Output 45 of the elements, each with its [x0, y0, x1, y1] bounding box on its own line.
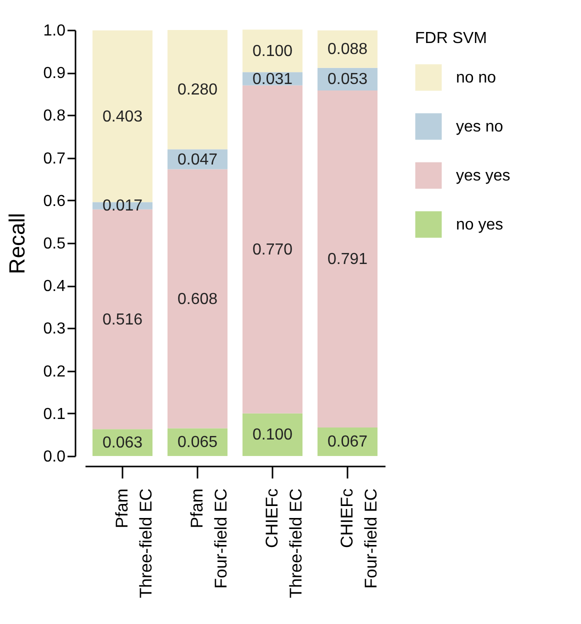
y-tick-label: 0.3: [43, 320, 66, 338]
bar: [242, 30, 302, 72]
bar: [318, 90, 378, 428]
data-label: 0.053: [327, 71, 368, 88]
x-tick-label: CHIEFc Three-field EC: [262, 488, 306, 598]
data-label: 0.100: [252, 426, 293, 444]
data-label: 0.280: [177, 82, 218, 99]
y-tick-label: 1.0: [43, 22, 66, 40]
data-label: 0.063: [102, 434, 143, 452]
y-tick-label: 0.1: [43, 406, 66, 423]
y-tick-label: 0.9: [43, 65, 66, 82]
data-label: 0.017: [102, 198, 143, 215]
x-tick-label: Pfam Four-field EC: [188, 488, 230, 589]
y-tick-label: 0.0: [43, 448, 66, 466]
legend-label: no yes: [456, 216, 504, 234]
y-tick-label: 0.7: [43, 150, 66, 168]
legend-label: yes yes: [456, 168, 510, 184]
bar: [168, 30, 228, 150]
data-label: 0.088: [327, 41, 368, 58]
data-label: 0.065: [177, 434, 218, 452]
x-tick-label: Pfam Three-field EC: [112, 488, 156, 598]
bar: [242, 413, 302, 456]
legend-label: no no: [456, 70, 496, 86]
y-tick-label: 0.2: [43, 363, 66, 380]
data-label: 0.067: [327, 434, 368, 451]
legend-label: yes no: [456, 118, 504, 136]
y-tick-label: 0.6: [43, 192, 66, 210]
data-label: 0.100: [252, 42, 293, 60]
bar: [168, 169, 228, 428]
x-tick-label: CHIEFc Four-field EC: [338, 488, 380, 589]
y-tick-label: 0.8: [43, 108, 66, 125]
bar: [92, 209, 152, 430]
data-label: 0.403: [102, 108, 143, 126]
data-label: 0.791: [327, 250, 368, 268]
legend-title: FDR SVM: [415, 30, 487, 47]
data-label: 0.047: [177, 151, 218, 168]
y-tick-label: 0.4: [43, 278, 66, 296]
y-tick-label: 0.5: [43, 236, 66, 252]
data-label: 0.516: [102, 311, 143, 328]
data-label: 0.031: [252, 70, 293, 88]
data-label: 0.608: [177, 290, 218, 308]
bar: [318, 30, 378, 68]
y-axis-title: Recall: [4, 212, 30, 274]
data-label: 0.770: [252, 241, 293, 258]
bar: [242, 85, 302, 414]
